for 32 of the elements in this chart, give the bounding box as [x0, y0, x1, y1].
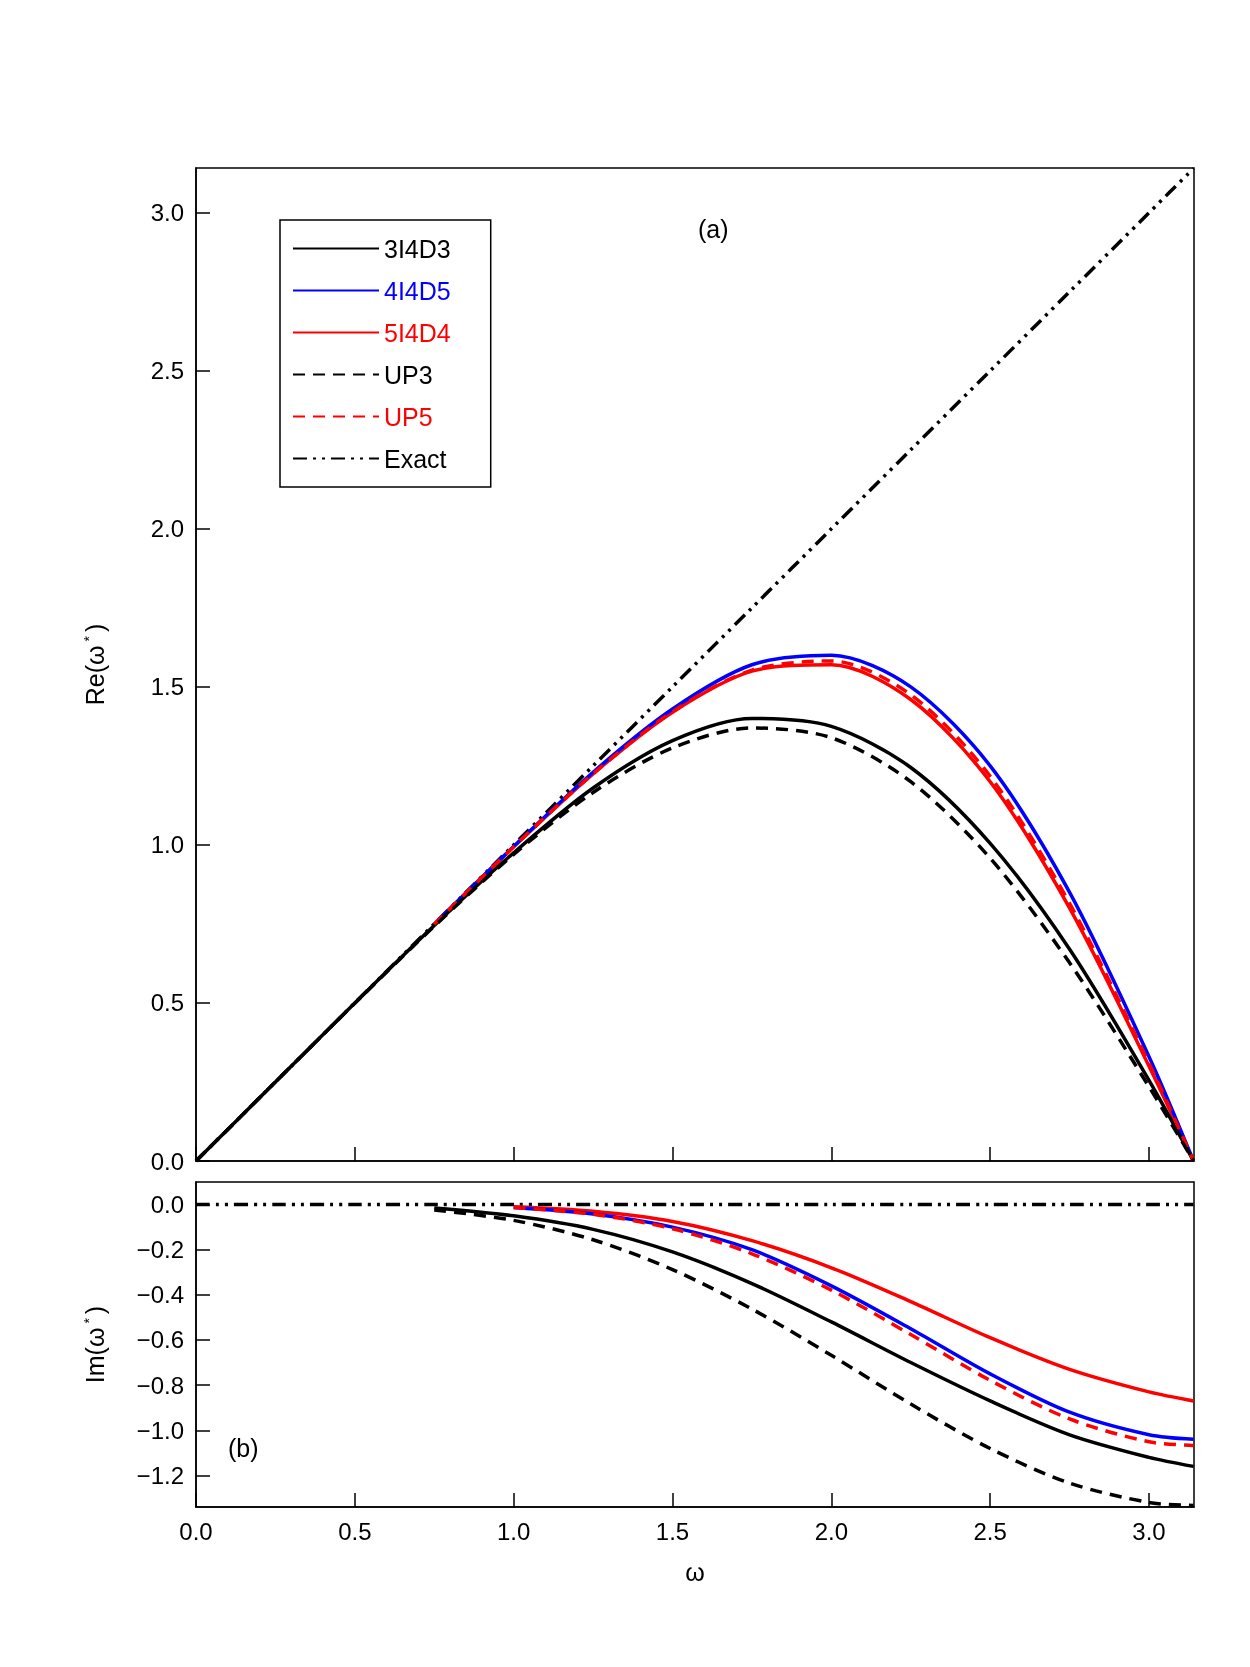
annotation: (b)	[228, 1433, 259, 1462]
x-tick-label: 3.0	[1132, 1517, 1166, 1545]
x-tick-label: 1.0	[496, 1517, 531, 1545]
x-tick-label: 0.5	[338, 1517, 372, 1545]
x-tick-label: 2.5	[973, 1517, 1007, 1545]
y-tick-label: 3.0	[150, 199, 184, 227]
legend-label: 4I4D5	[384, 276, 451, 305]
y-axis-title: Im(ω*)	[81, 1305, 109, 1384]
legend-label: 5I4D4	[384, 318, 451, 347]
y-tick-label: 1.0	[150, 831, 184, 859]
legend-label: 3I4D3	[384, 234, 451, 263]
x-tick-label: 1.5	[655, 1517, 690, 1545]
x-tick-label: 0.0	[179, 1517, 213, 1545]
y-tick-label: 2.5	[150, 357, 184, 385]
annotation: (a)	[698, 214, 729, 243]
y-tick-label: −1.2	[136, 1461, 184, 1489]
x-axis-title: ω	[685, 1557, 705, 1586]
legend-label: Exact	[384, 444, 447, 473]
legend-label: UP3	[384, 360, 433, 389]
y-tick-label: −1.0	[136, 1416, 184, 1444]
y-tick-label: 1.5	[150, 673, 184, 701]
y-tick-label: 2.0	[150, 515, 184, 543]
y-tick-label: 0.0	[150, 1147, 184, 1175]
legend-label: UP5	[384, 402, 433, 431]
y-tick-label: −0.8	[136, 1371, 184, 1399]
y-tick-label: −0.6	[136, 1326, 184, 1354]
y-tick-label: −0.2	[136, 1236, 184, 1264]
x-tick-label: 2.0	[814, 1517, 849, 1545]
y-axis-title: Re(ω*)	[81, 623, 109, 706]
y-tick-label: 0.5	[150, 989, 184, 1017]
y-tick-label: −0.4	[136, 1281, 184, 1309]
y-tick-label: 0.0	[150, 1191, 184, 1219]
